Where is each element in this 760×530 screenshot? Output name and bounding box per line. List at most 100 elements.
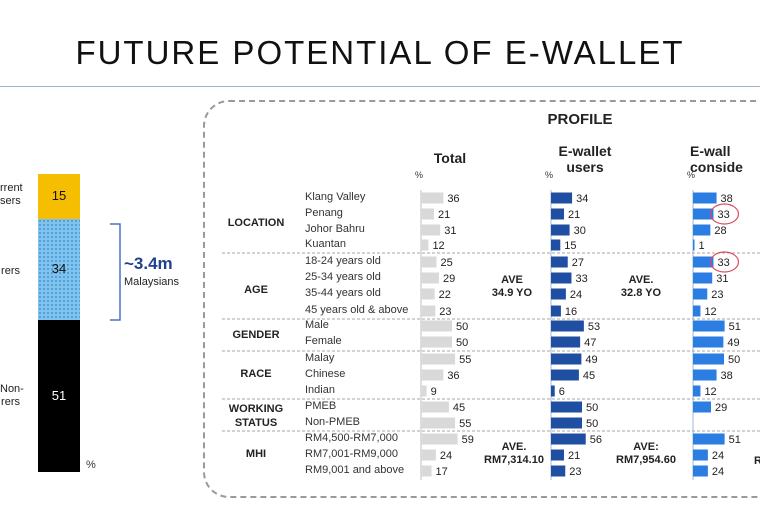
row-label: 25-34 years old [305,271,381,283]
bar-0-10 [421,353,456,365]
bar-0-8 [421,320,452,332]
bar-1-6 [551,288,566,300]
bar-0-4 [421,256,437,268]
bar-1-11 [551,369,579,381]
value-label: 50 [456,337,468,349]
average-annotation: AVE: RM7,954.60 [616,441,676,466]
bar-1-10 [551,353,582,365]
category-label: RACE [240,368,272,380]
bar-0-14 [421,417,456,429]
value-label: 1 [699,240,705,252]
bar-1-15 [551,433,586,445]
bar-2-16 [693,449,708,461]
profile-title: PROFILE [547,111,613,128]
row-label: 45 years old & above [305,304,409,316]
bar-0-15 [421,433,458,445]
value-label: 16 [565,306,577,318]
row-label: 18-24 years old [305,255,381,267]
row-label: Male [305,319,329,331]
row-label: RM4,500-RM7,000 [305,432,398,444]
value-label: 51 [729,434,741,446]
value-label: 23 [711,289,723,301]
value-label: 50 [586,418,598,430]
bar-0-7 [421,305,436,317]
title-divider [0,86,760,87]
value-label: 24 [440,450,452,462]
value-label: 50 [586,402,598,414]
bar-0-12 [421,385,427,397]
bar-0-17 [421,465,432,477]
bar-2-17 [693,465,708,477]
row-label: Malay [305,352,335,364]
bar-0-13 [421,401,449,413]
value-label: 34 [576,193,588,205]
bar-0-0 [421,192,444,204]
bar-2-11 [693,369,717,381]
value-label: 49 [585,354,597,366]
value-label: 53 [588,321,600,333]
value-label: 56 [590,434,602,446]
value-label: 49 [727,337,739,349]
value-label: 24 [570,289,582,301]
value-label: 28 [714,225,726,237]
bar-1-0 [551,192,573,204]
value-label: 9 [431,386,437,398]
profile-panel [203,100,760,498]
row-label: Chinese [305,368,346,380]
stack-segment-value: 34 [51,261,67,277]
column-header: E-wallet users [558,143,612,175]
value-label: 33 [575,273,587,285]
bar-1-14 [551,417,582,429]
segment-label-non-considerers: Non- rers [0,383,24,408]
bracket-value: ~3.4m [124,254,173,273]
bar-1-9 [551,336,581,348]
value-label: 36 [447,193,459,205]
category-label: GENDER [232,329,280,341]
row-label: Johor Bahru [305,223,365,235]
value-label: 17 [436,466,448,478]
bar-1-5 [551,272,572,284]
value-label: 50 [728,354,740,366]
category-label: WORKING STATUS [228,403,284,429]
average-annotation: AVE 34.9 YO [491,274,533,299]
row-label: Klang Valley [305,191,366,203]
value-label: 24 [712,466,724,478]
bar-0-16 [421,449,436,461]
value-label: 21 [438,209,450,221]
bar-2-10 [693,353,724,365]
value-label: 38 [721,193,733,205]
category-label: MHI [245,448,267,460]
stack-segment-1 [38,218,80,320]
bar-0-2 [421,224,441,236]
bar-1-4 [551,256,568,268]
bracket-line [110,223,121,321]
value-label: 12 [432,240,444,252]
category-label: AGE [244,284,268,296]
bar-1-12 [551,385,555,397]
stack-segment-value: 15 [51,188,67,204]
value-label: 21 [568,450,580,462]
value-label: 29 [715,402,727,414]
column-header: Total [433,150,467,166]
value-label: 29 [443,273,455,285]
value-label: 23 [439,306,451,318]
bar-1-7 [551,305,561,317]
value-label: 6 [559,386,565,398]
column-unit: % [545,170,554,180]
bar-2-15 [693,433,725,445]
value-label: 12 [704,306,716,318]
value-label: 45 [583,370,595,382]
average-annotation: AVE. RM7,314.10 [484,441,544,466]
stack-unit: % [86,459,96,471]
bar-1-2 [551,224,570,236]
value-label: 30 [574,225,586,237]
value-label: 25 [441,257,453,269]
bar-0-11 [421,369,444,381]
bar-2-4 [693,256,714,268]
bar-2-13 [693,401,711,413]
bar-1-13 [551,401,582,413]
bar-1-16 [551,449,565,461]
bar-2-0 [693,192,717,204]
